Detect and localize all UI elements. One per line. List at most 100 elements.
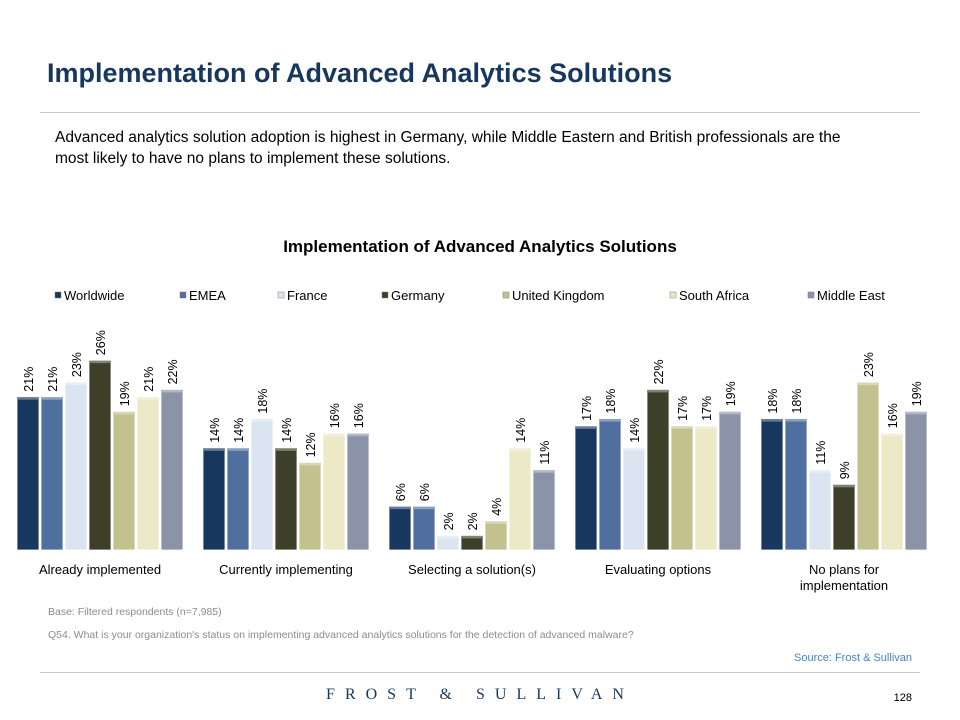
data-label-worldwide-already-implemented: 21% (22, 367, 36, 392)
data-label-france-already-implemented: 23% (70, 352, 84, 377)
data-label-south-africa-already-implemented: 21% (142, 367, 156, 392)
bar-highlight-france-selecting-a-solution-s (438, 535, 458, 539)
source-note: Source: Frost & Sullivan (794, 652, 912, 664)
category-label-already-implemented: Already implemented (39, 562, 161, 577)
bar-middle-east-no-plans-for-implementation (904, 410, 928, 551)
legend-swatch-worldwide (54, 291, 62, 299)
data-label-south-africa-currently-implementing: 16% (328, 403, 342, 428)
bar-highlight-united-kingdom-currently-implementing (300, 462, 320, 466)
summary-text: Advanced analytics solution adoption is … (55, 129, 841, 167)
brand-logo: FROST & SULLIVAN (326, 686, 634, 703)
bar-highlight-worldwide-currently-implementing (204, 447, 224, 451)
data-label-france-no-plans-for-implementation: 11% (814, 441, 828, 465)
data-label-united-kingdom-already-implemented: 19% (118, 381, 132, 406)
legend-swatch-south-africa (669, 291, 677, 299)
data-label-united-kingdom-currently-implementing: 12% (304, 432, 318, 457)
chart-title: Implementation of Advanced Analytics Sol… (283, 237, 677, 256)
data-label-germany-evaluating-options: 22% (652, 359, 666, 384)
data-label-germany-selecting-a-solution-s: 2% (466, 512, 480, 530)
bar-highlight-emea-already-implemented (42, 396, 62, 400)
legend-label-worldwide: Worldwide (64, 288, 124, 303)
base-note: Base: Filtered respondents (n=7,985) (48, 606, 222, 618)
data-label-worldwide-evaluating-options: 17% (580, 396, 594, 421)
data-label-united-kingdom-no-plans-for-implementation: 23% (862, 352, 876, 377)
data-label-germany-no-plans-for-implementation: 9% (838, 461, 852, 479)
bar-south-africa-selecting-a-solution-s (508, 447, 532, 551)
bar-highlight-germany-currently-implementing (276, 447, 296, 451)
bar-highlight-germany-no-plans-for-implementation (834, 484, 854, 488)
legend-label-germany: Germany (391, 288, 445, 303)
bar-germany-selecting-a-solution-s (460, 534, 484, 551)
legend-swatch-united-kingdom (502, 291, 510, 299)
bar-emea-selecting-a-solution-s (412, 505, 436, 551)
bar-highlight-south-africa-currently-implementing (324, 433, 344, 437)
data-label-south-africa-evaluating-options: 17% (700, 396, 714, 421)
bar-highlight-worldwide-selecting-a-solution-s (390, 506, 410, 510)
data-label-germany-already-implemented: 26% (94, 330, 108, 355)
bar-france-evaluating-options (622, 447, 646, 551)
legend-label-emea: EMEA (189, 288, 226, 303)
data-label-france-currently-implementing: 18% (256, 389, 270, 414)
bar-germany-evaluating-options (646, 388, 670, 551)
bar-highlight-south-africa-selecting-a-solution-s (510, 447, 530, 451)
legend-swatch-france (277, 291, 285, 299)
bar-emea-evaluating-options (598, 418, 622, 551)
data-label-emea-already-implemented: 21% (46, 367, 60, 392)
bar-highlight-worldwide-evaluating-options (576, 425, 596, 429)
bar-middle-east-currently-implementing (346, 432, 370, 551)
category-label-no-plans-for-implementation: No plans for implementation (800, 562, 888, 593)
bar-france-currently-implementing (250, 418, 274, 551)
category-label-selecting-a-solution-s: Selecting a solution(s) (408, 562, 536, 577)
data-label-france-selecting-a-solution-s: 2% (442, 512, 456, 530)
bar-highlight-middle-east-evaluating-options (720, 411, 740, 415)
bar-worldwide-selecting-a-solution-s (388, 505, 412, 551)
data-label-middle-east-no-plans-for-implementation: 19% (910, 381, 924, 406)
bar-france-selecting-a-solution-s (436, 534, 460, 551)
bar-south-africa-no-plans-for-implementation (880, 432, 904, 551)
data-label-germany-currently-implementing: 14% (280, 418, 294, 443)
bar-south-africa-currently-implementing (322, 432, 346, 551)
bar-highlight-germany-already-implemented (90, 360, 110, 364)
bar-germany-no-plans-for-implementation (832, 483, 856, 551)
bar-highlight-united-kingdom-selecting-a-solution-s (486, 520, 506, 524)
data-label-middle-east-evaluating-options: 19% (724, 381, 738, 406)
bar-germany-already-implemented (88, 359, 112, 551)
slide-title: Implementation of Advanced Analytics Sol… (47, 58, 673, 88)
bar-germany-currently-implementing (274, 447, 298, 551)
bar-highlight-worldwide-no-plans-for-implementation (762, 418, 782, 422)
bar-highlight-france-currently-implementing (252, 418, 272, 422)
data-label-united-kingdom-evaluating-options: 17% (676, 396, 690, 421)
grouped-bar-chart: Implementation of Advanced Analytics Sol… (16, 237, 928, 593)
bar-emea-no-plans-for-implementation (784, 418, 808, 551)
data-label-united-kingdom-selecting-a-solution-s: 4% (490, 498, 504, 516)
data-label-worldwide-selecting-a-solution-s: 6% (394, 483, 408, 501)
bar-middle-east-selecting-a-solution-s (532, 469, 556, 551)
bar-highlight-south-africa-already-implemented (138, 396, 158, 400)
data-label-worldwide-no-plans-for-implementation: 18% (766, 389, 780, 414)
category-label-currently-implementing: Currently implementing (219, 562, 353, 577)
bar-middle-east-already-implemented (160, 388, 184, 551)
data-label-middle-east-currently-implementing: 16% (352, 403, 366, 428)
bar-united-kingdom-no-plans-for-implementation (856, 381, 880, 551)
data-label-middle-east-already-implemented: 22% (166, 359, 180, 384)
bar-highlight-emea-no-plans-for-implementation (786, 418, 806, 422)
bar-united-kingdom-already-implemented (112, 410, 136, 551)
bar-highlight-emea-currently-implementing (228, 447, 248, 451)
data-label-emea-no-plans-for-implementation: 18% (790, 389, 804, 414)
bar-highlight-france-evaluating-options (624, 447, 644, 451)
bar-worldwide-currently-implementing (202, 447, 226, 551)
data-label-emea-selecting-a-solution-s: 6% (418, 483, 432, 501)
legend-label-south-africa: South Africa (679, 288, 750, 303)
bar-south-africa-already-implemented (136, 396, 160, 551)
bar-highlight-france-no-plans-for-implementation (810, 469, 830, 473)
bar-highlight-emea-selecting-a-solution-s (414, 506, 434, 510)
legend-swatch-emea (179, 291, 187, 299)
legend-label-middle-east: Middle East (817, 288, 885, 303)
bar-united-kingdom-evaluating-options (670, 425, 694, 551)
bar-middle-east-evaluating-options (718, 410, 742, 551)
bar-highlight-united-kingdom-evaluating-options (672, 425, 692, 429)
bar-france-already-implemented (64, 381, 88, 551)
bar-highlight-middle-east-currently-implementing (348, 433, 368, 437)
data-label-south-africa-no-plans-for-implementation: 16% (886, 403, 900, 428)
bar-highlight-middle-east-selecting-a-solution-s (534, 469, 554, 473)
